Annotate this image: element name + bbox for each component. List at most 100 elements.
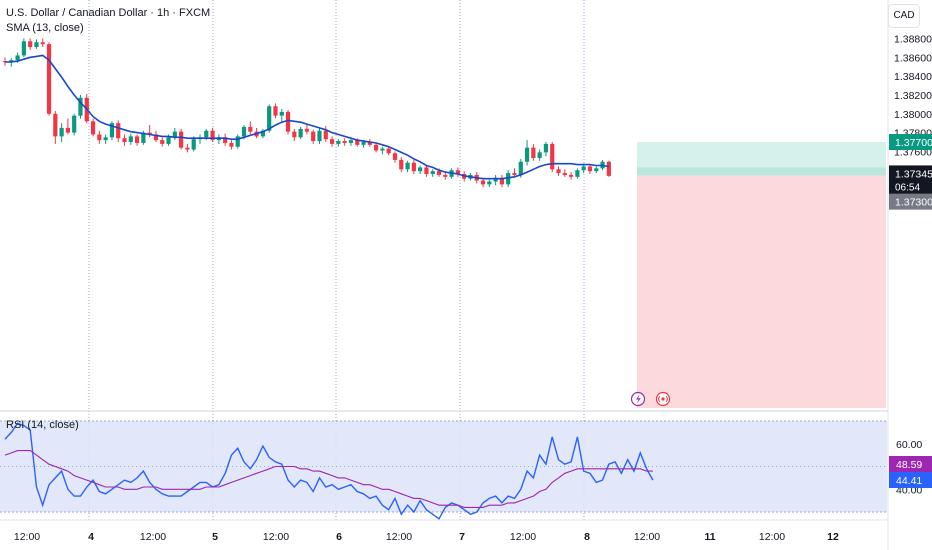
target-price-badge-bg [889, 134, 932, 151]
candle [569, 172, 574, 180]
candle [153, 130, 159, 143]
candle [210, 127, 215, 143]
candle-body [248, 126, 253, 132]
candle-body [329, 139, 335, 144]
candle-body [40, 42, 45, 45]
candle [443, 172, 448, 180]
candle-body [606, 161, 611, 176]
candle-body [128, 136, 133, 143]
candle [499, 174, 505, 188]
candle-body [78, 97, 83, 116]
candle-body [336, 141, 341, 144]
candle-body [46, 44, 52, 114]
candle-body [160, 140, 165, 144]
candle-body [223, 137, 228, 143]
candle [40, 38, 45, 47]
countdown-text: 06:54 [895, 182, 920, 193]
candle-body [9, 60, 14, 63]
candle-body [267, 106, 272, 131]
candle-body [97, 134, 102, 141]
candle [594, 166, 599, 174]
candle-body [15, 55, 20, 61]
candle-body [141, 132, 146, 143]
candle-body [116, 123, 121, 139]
candle-body [72, 115, 77, 133]
candle [531, 143, 536, 161]
candle-body [191, 139, 196, 150]
candle [587, 164, 593, 175]
candle [424, 165, 429, 177]
candle-body [229, 142, 234, 147]
candle [323, 126, 328, 143]
price-tick-label: 1.38400 [894, 71, 932, 83]
candle-body [455, 170, 460, 175]
candle-body [122, 138, 127, 143]
candle [329, 136, 335, 147]
candle [399, 157, 404, 173]
candle [455, 167, 460, 177]
rsi-ma-text: 48.59 [896, 459, 922, 471]
candle-body [342, 141, 347, 143]
candle-body [436, 171, 442, 175]
candle-body [166, 137, 171, 144]
candle-body [550, 143, 555, 170]
candle-body [512, 173, 517, 175]
stop-price-badge[interactable]: 1.37300 [889, 193, 932, 210]
candle [160, 137, 165, 147]
rsi-legend[interactable]: RSI (14, close) [6, 419, 79, 431]
candle [65, 118, 70, 135]
candle [72, 113, 77, 136]
price-tick-label: 1.38200 [894, 90, 932, 102]
price-axis[interactable]: 1.388001.386001.384001.382001.380001.378… [894, 34, 932, 178]
candle [273, 103, 278, 119]
sma-legend[interactable]: SMA (13, close) [6, 22, 84, 34]
time-tick-label: 4 [88, 531, 94, 543]
last-price-badge[interactable]: 1.37345 06:54 [889, 165, 932, 196]
candle-body [562, 173, 567, 175]
candle-body [285, 111, 291, 132]
candle [128, 133, 133, 145]
candle [197, 134, 203, 144]
candle-body [367, 142, 372, 145]
symbol-title[interactable]: U.S. Dollar / Canadian Dollar · 1h · FXC… [6, 7, 211, 19]
candle-body [392, 153, 398, 160]
time-tick-label: 7 [459, 531, 465, 543]
last-price-badge-bg [889, 165, 932, 196]
candle [46, 42, 52, 116]
stop-zone[interactable] [637, 175, 886, 408]
time-tick-label: 8 [584, 531, 590, 543]
candle-body [317, 130, 322, 142]
candle-body [210, 130, 215, 141]
candle-body [109, 123, 115, 138]
candle [556, 166, 561, 176]
candle [172, 127, 177, 141]
candle-body [506, 173, 511, 185]
candle-body [279, 111, 284, 116]
entry-band [637, 167, 886, 176]
candle [53, 110, 58, 144]
candle [279, 109, 284, 123]
time-axis[interactable]: 12:00 4 12:00 5 12:00 6 12:00 7 12:00 8 12:00 11 12:… [14, 531, 839, 543]
candle [223, 133, 228, 146]
position-zones [637, 142, 886, 408]
candle-body [361, 142, 366, 145]
candlestick-series [2, 38, 611, 188]
rsi-ma-badge[interactable]: 48.59 [889, 456, 932, 472]
currency-button[interactable]: CAD [888, 4, 920, 28]
stop-price-badge-bg [889, 193, 932, 210]
target-price-badge[interactable]: 1.37700 [889, 134, 932, 151]
candle [179, 128, 184, 150]
candle [506, 170, 511, 188]
candle-body [594, 168, 599, 172]
rsi-ma-badge-bg [889, 456, 932, 472]
candle-body [204, 130, 209, 138]
price-tick-label: 1.38600 [894, 52, 932, 64]
candle-body [499, 177, 505, 185]
candle-body [134, 136, 140, 143]
candle-body [241, 126, 247, 137]
candle-body [411, 162, 416, 172]
rsi-value-badge[interactable]: 44.41 [889, 472, 932, 488]
time-tick-label: 12 [827, 531, 839, 543]
event-markers [630, 391, 671, 407]
